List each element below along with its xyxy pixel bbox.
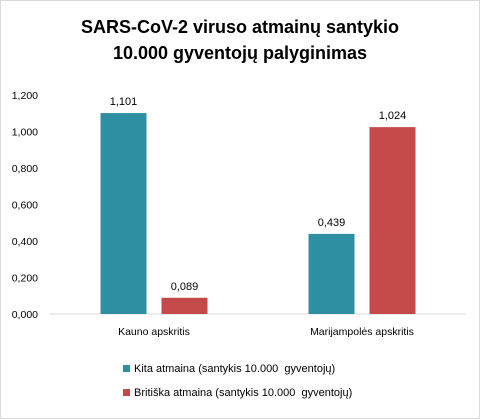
legend-swatch (123, 389, 130, 396)
y-tick-label: 0,200 (12, 273, 38, 285)
y-tick-label: 1,000 (12, 127, 38, 139)
chart-title-line-1: SARS-CoV-2 viruso atmainų santykio (81, 17, 399, 37)
legend-label: Kita atmaina (santykis 10.000 gyventojų) (134, 363, 335, 375)
bar-series-1-category-1 (100, 113, 147, 314)
bar-series-1-category-2 (308, 233, 355, 314)
data-label: 0,089 (171, 281, 199, 293)
x-category-label: Kauno apskritis (118, 326, 190, 338)
bar-series-2-category-1 (161, 297, 208, 314)
data-label: 1,024 (379, 110, 407, 122)
y-tick-label: 1,200 (12, 90, 38, 102)
chart-title-line-2: 10.000 gyventojų palyginimas (113, 43, 367, 63)
y-tick-label: 0,800 (12, 163, 38, 175)
y-tick-label: 0,400 (12, 236, 38, 248)
y-tick-label: 0,600 (12, 200, 38, 212)
x-category-label: Marijampolės apskritis (310, 326, 414, 338)
data-label: 1,101 (110, 96, 138, 108)
legend-label: Britiška atmaina (santykis 10.000 gyvent… (134, 387, 352, 399)
data-label: 0,439 (318, 217, 346, 229)
bars: 1,101 0,089 0,439 1,024 (100, 96, 416, 315)
legend: Kita atmaina (santykis 10.000 gyventojų)… (123, 363, 352, 399)
legend-swatch (123, 365, 130, 372)
y-tick-label: 0,000 (12, 309, 38, 321)
axes: 0,000 0,200 0,400 0,600 0,800 1,000 1,200 Kauno… (12, 90, 466, 338)
bar-series-2-category-2 (369, 127, 416, 315)
